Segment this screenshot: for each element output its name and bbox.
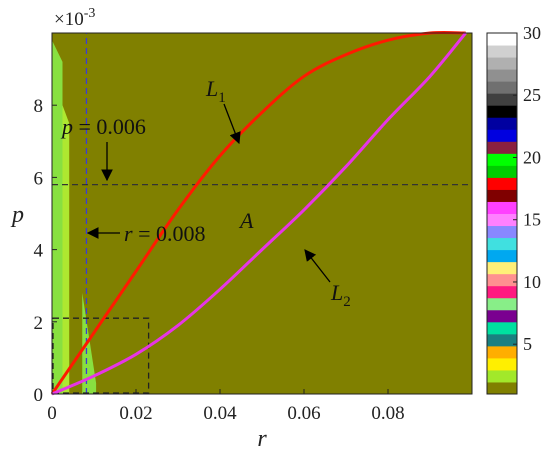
annotation-L1-main: L bbox=[205, 76, 218, 101]
colorbar-swatch bbox=[487, 201, 517, 214]
colorbar-swatch bbox=[487, 357, 517, 371]
colorbar-swatch bbox=[487, 33, 517, 46]
y-axis-ticks: 0 2 4 6 8 bbox=[34, 96, 57, 406]
colorbar-swatch bbox=[487, 237, 517, 251]
colorbar-swatch bbox=[487, 225, 517, 239]
colorbar-swatch bbox=[487, 285, 517, 299]
colorbar-swatch bbox=[487, 273, 517, 287]
colorbar-swatch bbox=[487, 81, 517, 94]
colorbar-swatch bbox=[487, 345, 517, 359]
colorbar-swatch bbox=[487, 165, 517, 178]
annotation-L1: L1 bbox=[205, 76, 226, 106]
x-tick-label: 0 bbox=[47, 403, 57, 424]
y-multiplier-exp: -3 bbox=[84, 6, 96, 21]
colorbar-swatch bbox=[487, 141, 517, 154]
colorbar-swatches bbox=[487, 33, 517, 395]
annotations: L1 L2 p = 0.006 r = 0.008 A bbox=[60, 76, 351, 310]
green-regions bbox=[52, 40, 97, 394]
x-tick-label: 0.04 bbox=[203, 403, 237, 424]
y-multiplier-base: ×10 bbox=[54, 9, 84, 30]
annotation-p: p = 0.006 bbox=[60, 114, 146, 139]
colorbar-swatch bbox=[487, 189, 517, 202]
plot-background bbox=[52, 33, 472, 394]
y-axis-label: p bbox=[10, 202, 24, 228]
annotation-L2-main: L bbox=[330, 280, 343, 305]
colorbar-swatch bbox=[487, 381, 517, 395]
colorbar-swatch bbox=[487, 333, 517, 347]
colorbar-swatch bbox=[487, 117, 517, 130]
colorbar-swatch bbox=[487, 321, 517, 335]
y-tick-label: 4 bbox=[34, 241, 44, 262]
colorbar-frame bbox=[486, 32, 518, 395]
colorbar-swatch bbox=[487, 153, 517, 166]
colorbar-swatch bbox=[487, 297, 517, 311]
annotation-L2: L2 bbox=[330, 280, 351, 310]
x-tick-label: 0.08 bbox=[371, 403, 404, 424]
series-line-L1 bbox=[50, 30, 466, 395]
annotation-p-value: = 0.006 bbox=[73, 114, 146, 139]
colorbar-tick-label: 10 bbox=[523, 272, 541, 292]
colorbar-swatch bbox=[487, 369, 517, 383]
colorbar-swatch bbox=[487, 69, 517, 82]
annotation-L2-sub: 2 bbox=[343, 294, 351, 310]
x-tick-label: 0.02 bbox=[119, 403, 152, 424]
colorbar-tick-label: 15 bbox=[523, 210, 541, 230]
annotation-L1-sub: 1 bbox=[218, 90, 226, 106]
colorbar-swatch bbox=[487, 309, 517, 323]
colorbar-swatch bbox=[487, 57, 517, 70]
colorbar-tick-label: 20 bbox=[523, 147, 541, 167]
colorbar-swatch bbox=[487, 177, 517, 190]
y-tick-label: 6 bbox=[34, 168, 44, 189]
annotation-p-var: p bbox=[60, 114, 73, 139]
green-region-1 bbox=[62, 105, 70, 394]
colorbar-swatch bbox=[487, 45, 517, 58]
x-axis-ticks: 0 0.02 0.04 0.06 0.08 bbox=[47, 389, 405, 424]
y-tick-label: 0 bbox=[34, 385, 44, 406]
green-region-0 bbox=[52, 40, 63, 394]
inset-box bbox=[52, 317, 150, 394]
plot-frame bbox=[51, 32, 473, 395]
x-tick-label: 0.06 bbox=[287, 403, 320, 424]
annotation-r-value: = 0.008 bbox=[133, 221, 206, 246]
colorbar-swatch bbox=[487, 249, 517, 263]
series-curves bbox=[50, 30, 467, 396]
colorbar-ticks: 5 10 15 20 25 30 bbox=[513, 23, 541, 354]
y-tick-label: 8 bbox=[34, 96, 44, 117]
arrow-L1 bbox=[223, 103, 241, 145]
x-axis-label: r bbox=[257, 426, 267, 452]
arrow-L2 bbox=[304, 249, 331, 283]
colorbar: 5 10 15 20 25 30 bbox=[486, 23, 541, 395]
reference-lines bbox=[52, 33, 472, 394]
colorbar-swatch bbox=[487, 105, 517, 118]
colorbar-swatch bbox=[487, 129, 517, 142]
annotation-r: r = 0.008 bbox=[124, 221, 205, 246]
annotation-r-var: r bbox=[124, 221, 133, 246]
y-multiplier: ×10-3 bbox=[54, 6, 95, 30]
colorbar-tick-label: 5 bbox=[523, 334, 532, 354]
series-line-L2 bbox=[51, 32, 467, 396]
colorbar-swatch bbox=[487, 213, 517, 227]
colorbar-tick-label: 30 bbox=[523, 23, 541, 43]
colorbar-swatch bbox=[487, 261, 517, 275]
colorbar-tick-label: 25 bbox=[523, 85, 541, 105]
plot-area bbox=[50, 30, 473, 396]
colorbar-swatch bbox=[487, 93, 517, 106]
region-A-label: A bbox=[238, 208, 254, 233]
y-tick-label: 2 bbox=[34, 313, 44, 334]
